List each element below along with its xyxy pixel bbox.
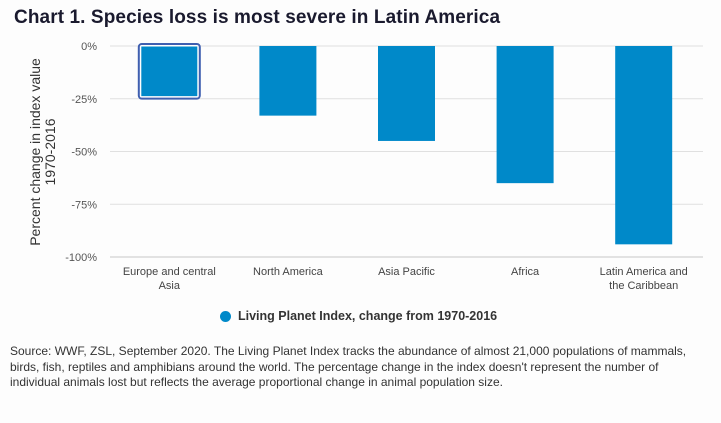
legend[interactable]: Living Planet Index, change from 1970-20… — [220, 309, 497, 323]
x-tick-label-line: Latin America and — [600, 266, 688, 278]
x-tick-label-line: Asia Pacific — [378, 266, 435, 278]
y-axis-label: Percent change in index value1970-2016 — [27, 58, 58, 246]
source-note: Source: WWF, ZSL, September 2020. The Li… — [10, 344, 687, 389]
legend-label: Living Planet Index, change from 1970-20… — [238, 309, 498, 323]
x-tick-label-line: Asia — [159, 280, 181, 292]
y-tick-label: 0% — [81, 41, 97, 53]
y-axis-label-line: 1970-2016 — [42, 118, 58, 185]
x-tick-label: North America — [253, 266, 324, 278]
x-tick-label-line: the Caribbean — [609, 280, 678, 292]
bar[interactable] — [378, 46, 435, 141]
y-axis-label-line: Percent change in index value — [27, 58, 43, 246]
x-tick-label: Asia Pacific — [378, 266, 435, 278]
y-tick-label: -100% — [65, 252, 97, 264]
bar[interactable] — [140, 45, 199, 98]
bar-chart: 0% -25% -50% -75% -100% Percent change in ind… — [27, 41, 703, 292]
x-tick-label-line: Europe and central — [123, 266, 216, 278]
y-tick-label: -25% — [71, 94, 97, 106]
y-tick-label: -75% — [71, 199, 97, 211]
legend-marker-icon — [220, 310, 231, 322]
y-tick-label: -50% — [71, 147, 97, 159]
x-tick-label: Europe and central Asia — [123, 266, 216, 292]
x-tick-label-line: Africa — [511, 266, 540, 278]
bar[interactable] — [496, 46, 554, 184]
bar[interactable] — [259, 46, 317, 116]
x-tick-label-line: North America — [253, 266, 324, 278]
x-tick-label: Africa — [511, 266, 540, 278]
chart-title: Chart 1. Species loss is most severe in … — [14, 7, 501, 28]
bar-highlight-outline — [137, 43, 201, 100]
x-tick-label: Latin America and the Caribbean — [600, 266, 688, 292]
bar[interactable] — [615, 46, 673, 245]
